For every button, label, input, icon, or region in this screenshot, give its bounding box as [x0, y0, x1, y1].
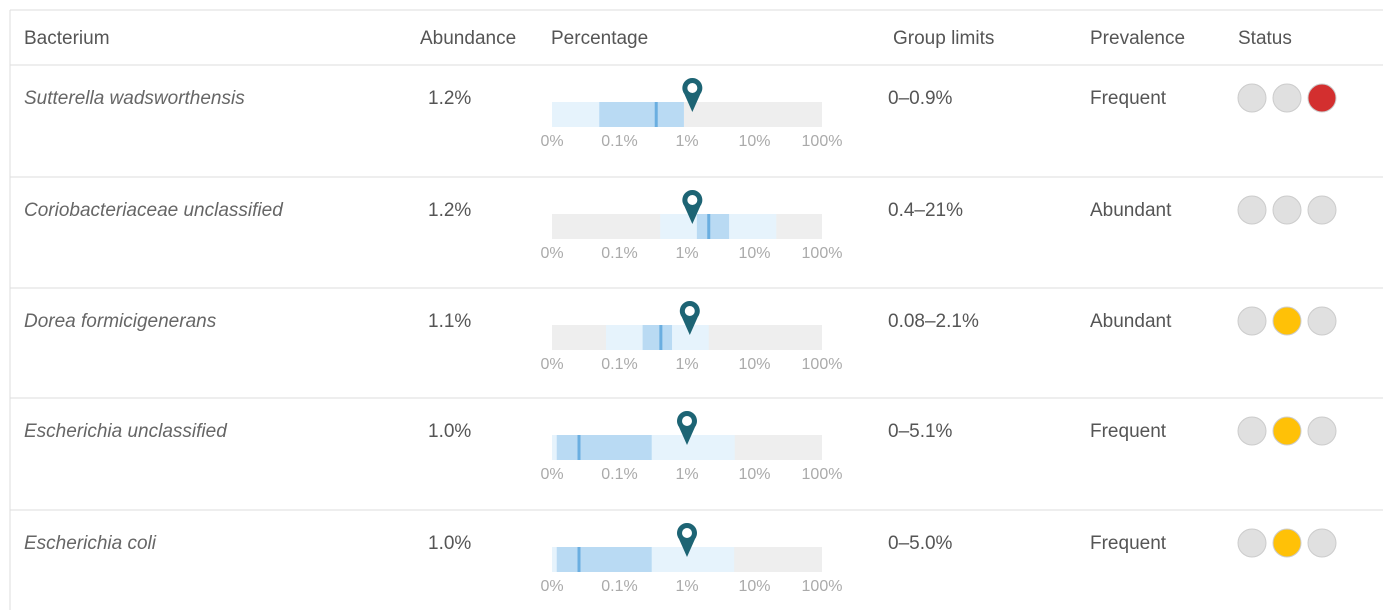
- status-light: [1237, 528, 1267, 558]
- group-limits: 0.4–21%: [888, 200, 963, 221]
- scale-tick-label: 0.1%: [601, 133, 637, 150]
- group-limits: 0–0.9%: [888, 88, 953, 109]
- pin-hole: [682, 528, 692, 538]
- status-light: [1307, 83, 1337, 113]
- status-light: [1272, 416, 1302, 446]
- scale-tick-label: 0.1%: [601, 356, 637, 373]
- median: [577, 547, 581, 572]
- abundance-pin: [677, 523, 697, 557]
- core-range: [556, 547, 652, 572]
- core-range: [599, 102, 684, 127]
- column-header: Abundance: [420, 28, 516, 49]
- scale-tick-label: 10%: [738, 245, 770, 262]
- scale-tick-label: 1%: [675, 245, 698, 262]
- scale-tick-label: 100%: [802, 133, 843, 150]
- abundance: 1.2%: [428, 200, 471, 221]
- pin-hole: [687, 195, 698, 205]
- scale-tick-label: 10%: [738, 578, 770, 595]
- prevalence: Frequent: [1090, 533, 1167, 554]
- status-light: [1307, 306, 1337, 336]
- scale-tick-label: 1%: [675, 578, 698, 595]
- scale-tick-label: 0%: [540, 133, 563, 150]
- pin-hole: [682, 416, 692, 426]
- scale-tick-label: 0%: [540, 245, 563, 262]
- core-range: [696, 214, 730, 239]
- core-range: [556, 435, 652, 460]
- scale-tick-label: 1%: [675, 466, 698, 483]
- status-light: [1237, 306, 1267, 336]
- scale-tick-label: 0%: [540, 578, 563, 595]
- median: [577, 435, 581, 460]
- column-header: Group limits: [893, 28, 994, 49]
- scale-tick-label: 10%: [738, 356, 770, 373]
- scale-tick-label: 100%: [802, 578, 843, 595]
- status-light: [1272, 195, 1302, 225]
- group-limits: 0–5.1%: [888, 421, 953, 442]
- median: [659, 325, 663, 350]
- status-light: [1237, 83, 1267, 113]
- median: [654, 102, 658, 127]
- pin-hole: [687, 83, 698, 93]
- pin-hole: [684, 306, 695, 316]
- prevalence: Abundant: [1090, 311, 1172, 332]
- scale-tick-label: 0%: [540, 356, 563, 373]
- abundance-pin: [677, 411, 697, 445]
- prevalence: Abundant: [1090, 200, 1172, 221]
- status-light: [1307, 195, 1337, 225]
- scale-tick-label: 1%: [675, 356, 698, 373]
- scale-tick-label: 100%: [802, 356, 843, 373]
- column-header: Prevalence: [1090, 28, 1185, 49]
- prevalence: Frequent: [1090, 421, 1167, 442]
- bacterium-name: Escherichia unclassified: [24, 421, 228, 442]
- abundance-pin: [682, 190, 703, 224]
- median: [707, 214, 711, 239]
- abundance-pin: [679, 301, 700, 335]
- status-light: [1307, 416, 1337, 446]
- status-light: [1307, 528, 1337, 558]
- group-limits: 0–5.0%: [888, 533, 953, 554]
- status-light: [1272, 83, 1302, 113]
- bacterium-name: Escherichia coli: [24, 533, 157, 554]
- abundance: 1.2%: [428, 88, 471, 109]
- scale-tick-label: 0.1%: [601, 578, 637, 595]
- bacterium-name: Coriobacteriaceae unclassified: [24, 200, 284, 221]
- scale-tick-label: 1%: [675, 133, 698, 150]
- status-light: [1237, 416, 1267, 446]
- status-light: [1237, 195, 1267, 225]
- scale-tick-label: 10%: [738, 133, 770, 150]
- bacterium-name: Sutterella wadsworthensis: [24, 88, 245, 109]
- abundance: 1.0%: [428, 421, 471, 442]
- scale-tick-label: 0%: [540, 466, 563, 483]
- bacterium-name: Dorea formicigenerans: [24, 311, 217, 332]
- prevalence: Frequent: [1090, 88, 1167, 109]
- status-light: [1272, 306, 1302, 336]
- column-header: Percentage: [551, 28, 648, 49]
- scale-tick-label: 0.1%: [601, 245, 637, 262]
- abundance: 1.0%: [428, 533, 471, 554]
- abundance: 1.1%: [428, 311, 471, 332]
- group-limits: 0.08–2.1%: [888, 311, 979, 332]
- scale-tick-label: 100%: [802, 245, 843, 262]
- column-header: Status: [1238, 28, 1292, 49]
- core-range: [642, 325, 673, 350]
- scale-tick-label: 10%: [738, 466, 770, 483]
- scale-tick-label: 100%: [802, 466, 843, 483]
- scale-tick-label: 0.1%: [601, 466, 637, 483]
- status-light: [1272, 528, 1302, 558]
- column-header: Bacterium: [24, 28, 110, 49]
- abundance-pin: [682, 78, 703, 112]
